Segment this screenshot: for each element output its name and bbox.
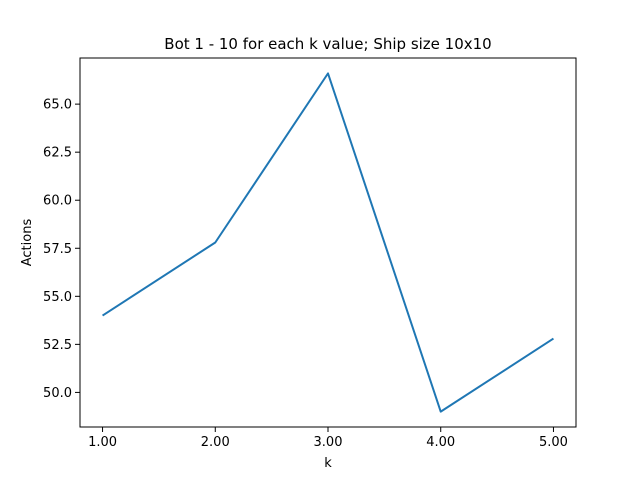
plot-frame (79, 57, 577, 428)
y-axis-label: Actions (20, 219, 35, 267)
y-axis-ticks: 50.0 52.5 55.0 57.5 60.0 62.5 65.0 (43, 98, 80, 401)
y-tick-label: 55.0 (43, 290, 72, 305)
x-axis-label: k (324, 456, 332, 471)
x-tick-label: 3.00 (314, 435, 343, 450)
y-tick-label: 60.0 (43, 194, 72, 209)
series-line (102, 72, 554, 413)
x-tick-label: 5.00 (539, 435, 568, 450)
x-tick-label: 1.00 (88, 435, 117, 450)
x-tick-label: 2.00 (201, 435, 230, 450)
y-tick-label: 62.5 (43, 146, 72, 161)
y-tick-label: 52.5 (43, 338, 72, 353)
y-tick-label: 57.5 (43, 242, 72, 257)
x-axis-ticks: 1.00 2.00 3.00 4.00 5.00 (88, 427, 568, 450)
x-tick-label: 4.00 (426, 435, 455, 450)
plot-series (102, 72, 554, 413)
y-tick-label: 50.0 (43, 386, 72, 401)
chart-title: Bot 1 - 10 for each k value; Ship size 1… (164, 35, 491, 53)
y-tick-label: 65.0 (43, 98, 72, 113)
